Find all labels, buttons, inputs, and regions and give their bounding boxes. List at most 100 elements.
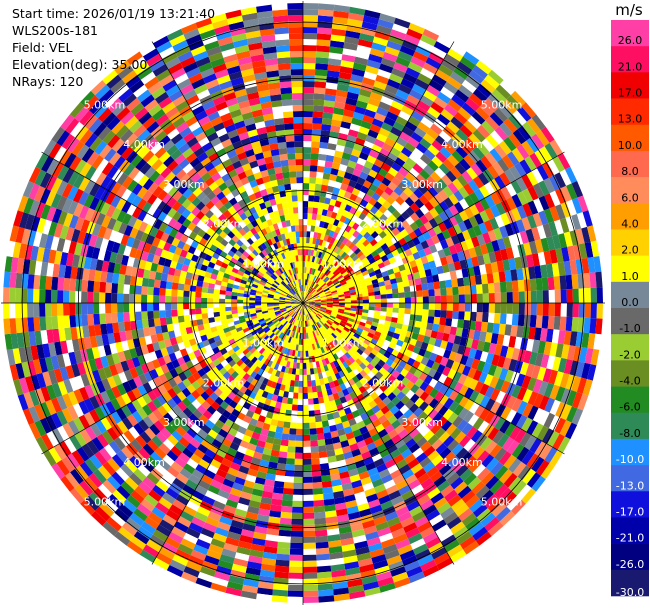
gate-cell	[424, 384, 434, 395]
gate-cell	[270, 286, 277, 291]
gate-cell	[510, 269, 518, 281]
gate-cell	[504, 223, 515, 237]
gate-cell	[322, 172, 331, 180]
gate-cell	[162, 454, 175, 467]
gate-cell	[343, 290, 350, 295]
gate-cell	[521, 450, 535, 466]
gate-cell	[348, 315, 356, 320]
gate-cell	[307, 267, 311, 274]
gate-cell	[315, 285, 320, 291]
gate-cell	[346, 185, 355, 194]
gate-cell	[356, 157, 367, 166]
gate-cell	[385, 284, 392, 290]
gate-cell	[395, 365, 404, 374]
gate-cell	[326, 70, 340, 78]
gate-cell	[358, 355, 366, 363]
gate-cell	[9, 303, 16, 319]
gate-cell	[488, 69, 504, 85]
gate-cell	[74, 465, 89, 481]
gate-cell	[445, 254, 454, 265]
gate-cell	[565, 166, 578, 184]
gate-cell	[269, 400, 277, 408]
gate-cell	[144, 224, 154, 235]
gate-cell	[160, 249, 169, 259]
gate-cell	[158, 416, 170, 428]
gate-cell	[315, 286, 321, 291]
gate-cell	[309, 171, 317, 178]
gate-cell	[187, 332, 195, 341]
gate-cell	[479, 331, 487, 342]
gate-cell	[508, 133, 522, 148]
gate-cell	[303, 159, 311, 166]
gate-cell	[423, 445, 436, 457]
gate-cell	[3, 287, 10, 303]
gate-cell	[319, 220, 325, 228]
gate-cell	[448, 351, 458, 362]
gate-cell	[431, 361, 440, 372]
gate-cell	[468, 133, 482, 147]
gate-cell	[363, 525, 378, 535]
gate-cell	[18, 347, 28, 363]
gate-cell	[529, 314, 537, 328]
gate-cell	[309, 165, 318, 172]
gate-cell	[295, 314, 299, 320]
gate-cell	[223, 327, 231, 334]
gate-cell	[183, 314, 191, 322]
gate-cell	[174, 456, 187, 468]
gate-cell	[311, 289, 316, 295]
gate-cell	[317, 288, 324, 294]
gate-cell	[431, 251, 440, 261]
gate-cell	[288, 317, 294, 324]
gate-cell	[308, 303, 315, 306]
gate-cell	[331, 312, 338, 316]
gate-cell	[169, 228, 179, 238]
gate-cell	[506, 151, 520, 166]
gate-cell	[200, 527, 215, 539]
gate-cell	[469, 402, 480, 415]
gate-cell	[433, 497, 448, 510]
gate-cell	[181, 387, 192, 398]
gate-cell	[187, 265, 195, 274]
gate-cell	[363, 273, 371, 280]
gate-cell	[343, 273, 350, 279]
gate-cell	[326, 296, 333, 300]
gate-cell	[313, 342, 318, 350]
gate-cell	[109, 342, 118, 355]
gate-cell	[497, 158, 510, 173]
gate-cell	[305, 279, 308, 286]
gate-cell	[454, 393, 465, 405]
gate-cell	[89, 491, 104, 507]
gate-cell	[338, 188, 346, 197]
gate-cell	[303, 404, 309, 411]
gate-cell	[200, 334, 208, 342]
gate-cell	[326, 148, 336, 157]
gate-cell	[374, 268, 382, 275]
gate-cell	[422, 289, 429, 297]
gate-cell	[50, 412, 63, 429]
gate-cell	[559, 372, 570, 389]
gate-cell	[181, 571, 198, 584]
gate-cell	[552, 356, 562, 372]
gate-cell	[253, 426, 263, 435]
gate-cell	[170, 445, 183, 457]
gate-cell	[360, 120, 372, 130]
gate-cell	[407, 343, 415, 352]
gate-cell	[250, 286, 258, 291]
gate-cell	[303, 93, 314, 100]
gate-cell	[339, 300, 345, 303]
gate-cell	[538, 180, 550, 196]
gate-cell	[87, 314, 95, 326]
gate-cell	[286, 373, 292, 380]
gate-cell	[294, 380, 299, 387]
gate-cell	[242, 338, 250, 346]
gate-cell	[459, 354, 469, 366]
gate-cell	[458, 186, 470, 199]
gate-cell	[303, 129, 313, 136]
gate-cell	[332, 156, 342, 164]
gate-cell	[509, 426, 522, 441]
gate-cell	[171, 296, 178, 303]
gate-cell	[172, 384, 182, 395]
gate-cell	[447, 154, 460, 167]
gate-cell	[572, 288, 579, 303]
gate-cell	[273, 295, 280, 298]
